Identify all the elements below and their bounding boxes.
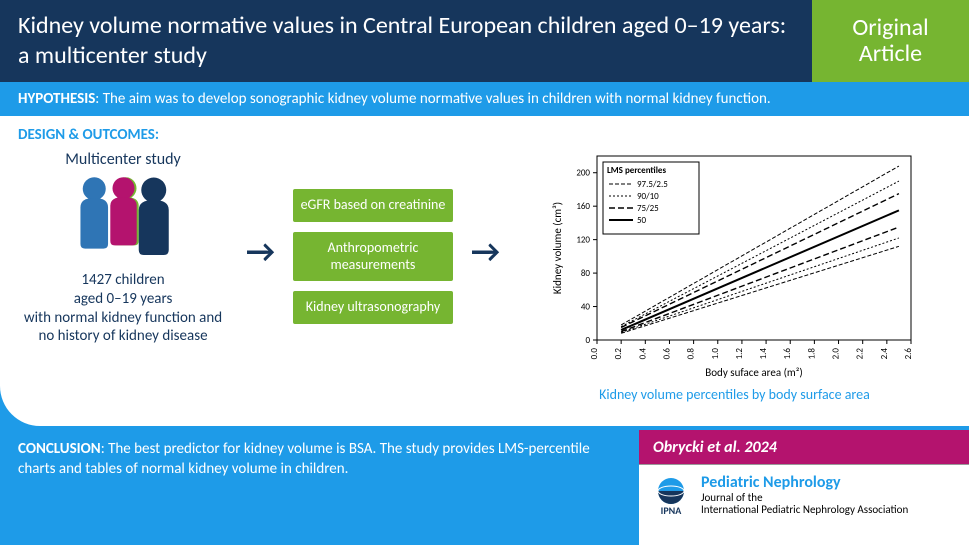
design-row: Multicenter study 1427 childrenaged 0–19… bbox=[18, 150, 951, 403]
svg-text:2.4: 2.4 bbox=[879, 348, 890, 360]
svg-text:90/10: 90/10 bbox=[637, 191, 659, 202]
badge-line-1: Original bbox=[852, 13, 928, 42]
svg-text:200: 200 bbox=[577, 168, 591, 179]
svg-text:120: 120 bbox=[577, 235, 591, 246]
method-box: eGFR based on creatinine bbox=[293, 189, 453, 222]
svg-text:80: 80 bbox=[581, 268, 591, 279]
svg-text:0.4: 0.4 bbox=[638, 348, 649, 360]
arrow-icon: → bbox=[246, 232, 275, 271]
chart-wrap: 0.0 0.2 0.4 0.6 0.8 1.0 1.2 1.4 1.6 1.8 2.0 2.2 2.4 2… bbox=[549, 150, 919, 380]
svg-text:Body suface area (m²): Body suface area (m²) bbox=[706, 366, 803, 379]
infographic-container: Kidney volume normative values in Centra… bbox=[0, 0, 969, 545]
conclusion-label: CONCLUSION bbox=[18, 440, 101, 458]
article-type-badge: Original Article bbox=[812, 0, 969, 82]
footer: CONCLUSION: The best predictor for kidne… bbox=[0, 430, 969, 545]
journal-text: Pediatric Nephrology Journal of the Inte… bbox=[701, 473, 908, 516]
svg-text:0.2: 0.2 bbox=[614, 348, 625, 360]
people-icon bbox=[18, 175, 228, 265]
badge-line-2: Article bbox=[859, 39, 922, 68]
svg-text:2.2: 2.2 bbox=[855, 348, 866, 360]
method-box: Kidney ultrasonography bbox=[293, 291, 453, 324]
citation-bar: Obrycki et al. 2024 bbox=[639, 430, 969, 464]
svg-text:97.5/2.5: 97.5/2.5 bbox=[637, 179, 668, 190]
svg-text:1.2: 1.2 bbox=[734, 348, 745, 360]
study-column: Multicenter study 1427 childrenaged 0–19… bbox=[18, 150, 228, 346]
conclusion-box: CONCLUSION: The best predictor for kidne… bbox=[0, 430, 639, 545]
svg-text:IPNA: IPNA bbox=[661, 504, 683, 517]
svg-text:40: 40 bbox=[581, 302, 591, 313]
hypothesis-text: : The aim was to develop sonographic kid… bbox=[95, 90, 770, 108]
main-panel: DESIGN & OUTCOMES: Multicenter study 142… bbox=[0, 116, 969, 426]
chart-column: 0.0 0.2 0.4 0.6 0.8 1.0 1.2 1.4 1.6 1.8 2.0 2.2 2.4 2… bbox=[518, 150, 951, 403]
svg-text:0: 0 bbox=[586, 335, 591, 346]
journal-box: IPNA Pediatric Nephrology Journal of the… bbox=[639, 464, 969, 545]
reference-column: Obrycki et al. 2024 IPNA Pediatric Nephr… bbox=[639, 430, 969, 545]
svg-text:160: 160 bbox=[577, 201, 591, 212]
svg-text:50: 50 bbox=[637, 215, 647, 226]
svg-text:Kidney volume (cm³): Kidney volume (cm³) bbox=[551, 202, 564, 294]
percentile-chart: 0.0 0.2 0.4 0.6 0.8 1.0 1.2 1.4 1.6 1.8 2.0 2.2 2.4 2… bbox=[549, 150, 919, 380]
study-description: 1427 childrenaged 0–19 yearswith normal … bbox=[18, 271, 228, 346]
svg-text:1.0: 1.0 bbox=[710, 348, 721, 360]
ipna-logo-icon: IPNA bbox=[649, 473, 693, 517]
chart-caption: Kidney volume percentiles by body surfac… bbox=[518, 386, 951, 403]
arrow-icon: → bbox=[471, 232, 500, 271]
svg-text:0.6: 0.6 bbox=[662, 348, 673, 360]
header: Kidney volume normative values in Centra… bbox=[0, 0, 969, 82]
page-title: Kidney volume normative values in Centra… bbox=[18, 11, 794, 71]
svg-text:0.8: 0.8 bbox=[686, 348, 697, 360]
svg-text:2.6: 2.6 bbox=[903, 348, 914, 360]
svg-text:0.0: 0.0 bbox=[589, 348, 600, 360]
method-box: Anthropometric measurements bbox=[293, 232, 453, 282]
design-label: DESIGN & OUTCOMES: bbox=[18, 126, 951, 144]
svg-text:1.6: 1.6 bbox=[783, 348, 794, 360]
journal-sub-2: International Pediatric Nephrology Assoc… bbox=[701, 504, 908, 516]
hypothesis-bar: HYPOTHESIS: The aim was to develop sonog… bbox=[0, 82, 969, 116]
svg-text:1.8: 1.8 bbox=[807, 348, 818, 360]
journal-name: Pediatric Nephrology bbox=[701, 473, 908, 492]
svg-text:2.0: 2.0 bbox=[831, 348, 842, 360]
svg-text:LMS percentiles: LMS percentiles bbox=[607, 165, 666, 176]
study-title: Multicenter study bbox=[18, 150, 228, 169]
svg-text:1.4: 1.4 bbox=[759, 348, 770, 360]
hypothesis-label: HYPOTHESIS bbox=[18, 90, 95, 108]
title-box: Kidney volume normative values in Centra… bbox=[0, 0, 812, 82]
methods-column: eGFR based on creatinine Anthropometric m… bbox=[293, 189, 453, 324]
conclusion-text: : The best predictor for kidney volume i… bbox=[18, 440, 590, 478]
svg-text:75/25: 75/25 bbox=[637, 203, 659, 214]
